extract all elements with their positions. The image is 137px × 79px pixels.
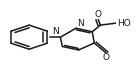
Text: HO: HO bbox=[117, 19, 130, 28]
Text: N: N bbox=[77, 19, 83, 28]
Text: O: O bbox=[103, 53, 110, 62]
Text: O: O bbox=[94, 10, 101, 19]
Text: N: N bbox=[52, 27, 59, 36]
